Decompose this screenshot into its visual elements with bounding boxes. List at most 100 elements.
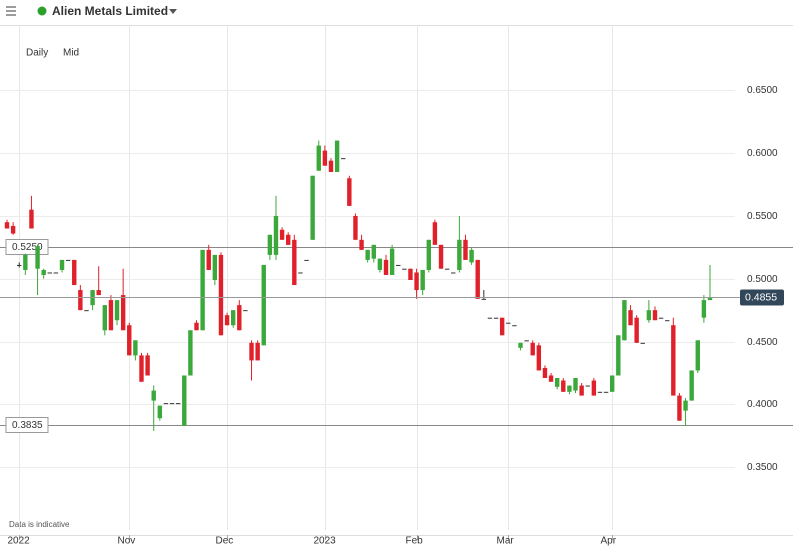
- instrument-title[interactable]: Alien Metals Limited: [52, 4, 168, 18]
- candle-body: [414, 272, 419, 291]
- candle-body: [499, 317, 505, 336]
- candle-body: [426, 239, 431, 270]
- candle-body: [261, 264, 266, 346]
- candle-body: [255, 342, 260, 361]
- candle-body: [334, 140, 340, 172]
- candle-body: [457, 239, 462, 270]
- candle-body: [481, 298, 487, 300]
- candle-body: [72, 259, 77, 286]
- y-tick-label: 0.3500: [747, 462, 778, 473]
- candle-body: [402, 268, 407, 270]
- candle-body: [53, 272, 59, 274]
- candle-body: [609, 375, 615, 392]
- candle-body: [683, 400, 688, 411]
- candle-body: [292, 239, 297, 286]
- x-tick-label: 2023: [314, 536, 337, 547]
- candle-body: [377, 258, 383, 270]
- candle-body: [23, 254, 28, 270]
- candle-body: [145, 355, 150, 376]
- candle-body: [475, 259, 480, 299]
- candle-body: [96, 290, 101, 296]
- candle-body: [139, 355, 144, 382]
- y-tick-label: 0.4000: [747, 399, 778, 410]
- candle-body: [65, 259, 71, 261]
- candle-body: [371, 244, 376, 259]
- candle-body: [273, 215, 279, 255]
- candle-body: [536, 345, 542, 371]
- candle-body: [10, 225, 16, 234]
- candle-body: [328, 160, 334, 172]
- candle-body: [127, 325, 132, 356]
- y-tick-label: 0.6500: [747, 85, 778, 96]
- candle-body: [524, 340, 529, 342]
- x-tick-label: Dec: [216, 536, 234, 547]
- candle-body: [188, 330, 193, 376]
- status-dot: [37, 6, 47, 16]
- candle-body: [554, 377, 560, 387]
- candle-body: [17, 264, 22, 266]
- candle-body: [396, 264, 401, 266]
- candle-body: [689, 370, 694, 401]
- y-tick-label: 0.5500: [747, 211, 778, 222]
- candle-body: [194, 322, 199, 331]
- candle-body: [237, 305, 242, 331]
- candle-body: [353, 215, 358, 240]
- reference-label: 0.5250: [12, 242, 43, 253]
- candle-body: [286, 234, 291, 245]
- candle-body: [243, 310, 248, 312]
- y-tick-label: 0.5000: [747, 274, 778, 285]
- interval-button[interactable]: Daily: [26, 48, 48, 59]
- candle-body: [224, 315, 230, 326]
- candle-body: [316, 145, 321, 171]
- candle-body: [341, 158, 346, 160]
- candle-body: [163, 403, 169, 405]
- candle-body: [47, 272, 52, 274]
- candle-body: [451, 272, 456, 274]
- candle-body: [671, 325, 676, 396]
- candle-body: [646, 310, 652, 321]
- candle-body: [108, 300, 114, 331]
- candle-body: [182, 375, 187, 426]
- candle-body: [206, 249, 211, 270]
- candle-body: [695, 340, 700, 371]
- candle-body: [408, 268, 413, 281]
- candle-body: [41, 269, 46, 275]
- candle-body: [658, 317, 664, 319]
- candle-body: [322, 150, 328, 166]
- candle-body: [487, 317, 493, 319]
- candle-body: [579, 385, 584, 396]
- candle-body: [212, 254, 218, 281]
- last-price-box: [740, 289, 784, 306]
- candle-body: [603, 391, 609, 393]
- footnote: Data is indicative: [9, 520, 70, 529]
- candle-body: [279, 229, 285, 240]
- last-price-label: 0.4855: [745, 291, 777, 303]
- candle-body: [542, 367, 548, 378]
- candle-body: [200, 249, 205, 331]
- price-type-button[interactable]: Mid: [63, 48, 79, 59]
- candle-body: [4, 222, 10, 229]
- candle-body: [707, 296, 713, 301]
- candle-body: [78, 290, 83, 311]
- candle-body: [463, 239, 468, 260]
- candle-body: [622, 300, 627, 341]
- candle-body: [677, 395, 682, 421]
- x-tick-label: Feb: [406, 536, 424, 547]
- dropdown-arrow[interactable]: [169, 9, 177, 14]
- y-tick-label: 0.6000: [747, 148, 778, 159]
- candle-body: [29, 209, 34, 229]
- candle-body: [383, 259, 389, 275]
- menu-icon[interactable]: [6, 6, 16, 16]
- candle-body: [84, 310, 89, 312]
- candle-body: [304, 259, 309, 261]
- candle-body: [634, 317, 639, 343]
- candle-body: [573, 377, 578, 391]
- candle-body: [628, 310, 633, 326]
- reference-label: 0.3835: [12, 420, 43, 431]
- candle-body: [512, 325, 517, 327]
- candle-body: [518, 342, 523, 348]
- candle-body: [365, 249, 370, 260]
- candle-body: [701, 300, 707, 318]
- candle-body: [218, 254, 224, 336]
